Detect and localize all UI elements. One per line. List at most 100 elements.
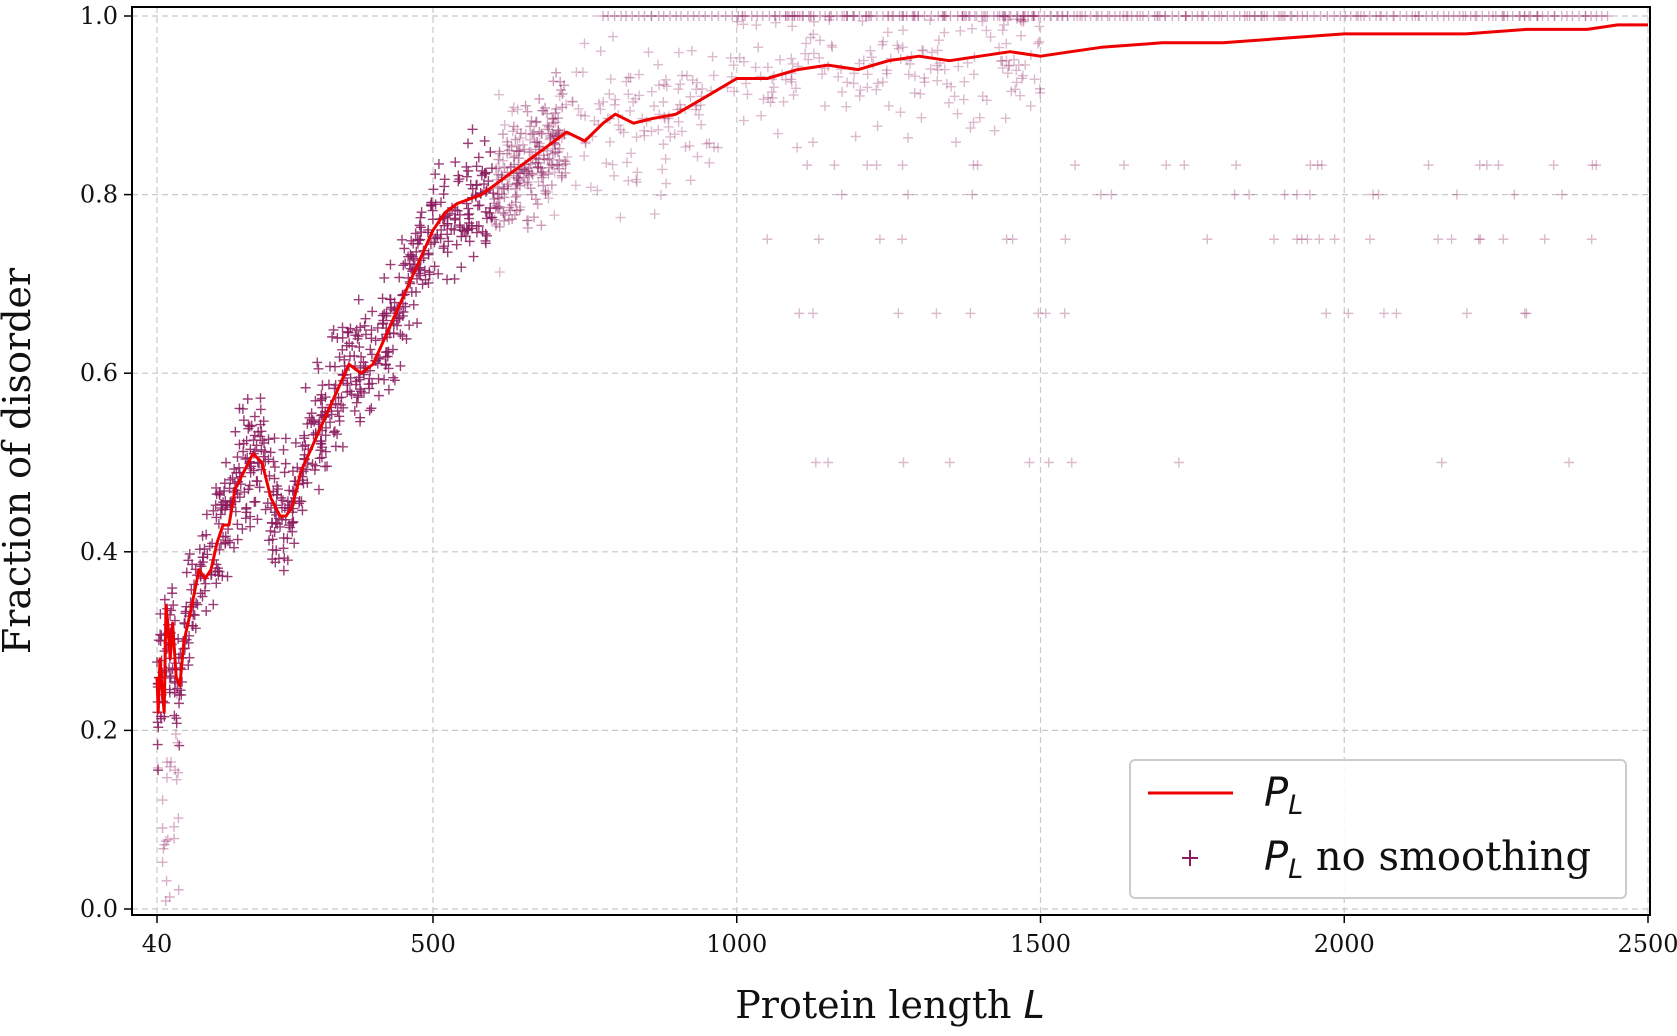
scatter-point [354, 342, 365, 353]
scatter-point [232, 534, 243, 545]
scatter-point [1423, 160, 1434, 171]
scatter-point [848, 11, 859, 21]
scatter-point [258, 451, 269, 462]
scatter-point [208, 505, 219, 516]
scatter-point [571, 67, 582, 78]
scatter-point [673, 84, 684, 95]
scatter-point [467, 124, 478, 135]
scatter-point [157, 823, 168, 834]
scatter-point [627, 11, 638, 21]
scatter-point [874, 234, 885, 245]
scatter-point [909, 87, 920, 98]
scatter-point [394, 272, 405, 283]
scatter-point [519, 144, 530, 155]
scatter-point [1499, 11, 1510, 21]
scatter-point [1256, 11, 1267, 21]
scatter-point [507, 213, 518, 224]
scatter-point [621, 11, 632, 21]
scatter-point [558, 160, 569, 171]
scatter-point [544, 153, 555, 164]
scatter-point [356, 351, 367, 362]
scatter-point [554, 143, 565, 154]
scatter-point [901, 11, 912, 21]
scatter-point [1433, 234, 1444, 245]
scatter-point [661, 178, 672, 189]
scatter-point [494, 148, 505, 159]
scatter-point [250, 496, 261, 507]
scatter-point [1216, 11, 1227, 21]
scatter-point [522, 215, 533, 226]
scatter-point [1329, 11, 1340, 21]
scatter-point [786, 53, 797, 64]
scatter-point [618, 127, 629, 138]
scatter-point [692, 151, 703, 162]
scatter-point [673, 47, 684, 58]
scatter-point [892, 40, 903, 51]
scatter-point [855, 85, 866, 96]
scatter-point [493, 202, 504, 213]
scatter-point [1564, 457, 1575, 468]
scatter-point [579, 151, 590, 162]
scatter-point [310, 460, 321, 471]
scatter-point [682, 11, 693, 21]
scatter-point [406, 235, 417, 246]
scatter-point [174, 740, 185, 751]
scatter-point [183, 660, 194, 671]
scatter-point [517, 139, 528, 150]
scatter-point [493, 193, 504, 204]
scatter-point [790, 83, 801, 94]
scatter-point [272, 484, 283, 495]
scatter-point [479, 135, 490, 146]
scatter-point [1013, 60, 1024, 71]
scatter-point [1249, 11, 1260, 21]
scatter-point [494, 201, 505, 212]
scatter-point [1143, 11, 1154, 21]
scatter-point [327, 331, 338, 342]
scatter-point [1002, 14, 1013, 25]
scatter-point [1292, 234, 1302, 245]
scatter-point [157, 857, 168, 868]
scatter-point [1012, 14, 1023, 25]
scatter-point [433, 268, 444, 279]
scatter-point [1019, 11, 1030, 21]
scatter-point [1481, 160, 1492, 171]
scatter-point [367, 306, 378, 317]
scatter-point [423, 277, 434, 288]
scatter-point [164, 761, 175, 772]
scatter-point [525, 121, 536, 132]
scatter-point [534, 93, 545, 104]
scatter-point [631, 132, 642, 143]
scatter-point [489, 194, 500, 205]
scatter-point [778, 96, 789, 107]
scatter-point [314, 453, 325, 464]
scatter-point [545, 130, 556, 141]
scatter-point [494, 146, 505, 157]
scatter-point [857, 16, 868, 27]
scatter-point [498, 207, 509, 218]
scatter-point [153, 765, 164, 776]
scatter-point [680, 142, 691, 153]
scatter-point [511, 205, 522, 216]
scatter-point [249, 430, 260, 441]
scatter-point [363, 379, 374, 390]
scatter-point [415, 234, 426, 245]
scatter-point [504, 202, 515, 213]
scatter-point [536, 128, 547, 139]
scatter-point [1092, 11, 1103, 21]
scatter-point [1015, 90, 1026, 101]
scatter-point [536, 167, 547, 178]
scatter-point [1493, 160, 1504, 171]
scatter-point [567, 96, 578, 107]
scatter-point [176, 689, 187, 700]
scatter-point [903, 189, 914, 200]
scatter-point [1446, 234, 1457, 245]
scatter-point [524, 170, 535, 181]
scatter-point [1018, 14, 1029, 25]
scatter-point [337, 344, 348, 355]
scatter-point [534, 126, 545, 137]
scatter-point [508, 102, 519, 113]
scatter-point [653, 124, 664, 135]
scatter-point [404, 320, 415, 331]
scatter-point [967, 23, 978, 34]
scatter-point [509, 209, 520, 220]
